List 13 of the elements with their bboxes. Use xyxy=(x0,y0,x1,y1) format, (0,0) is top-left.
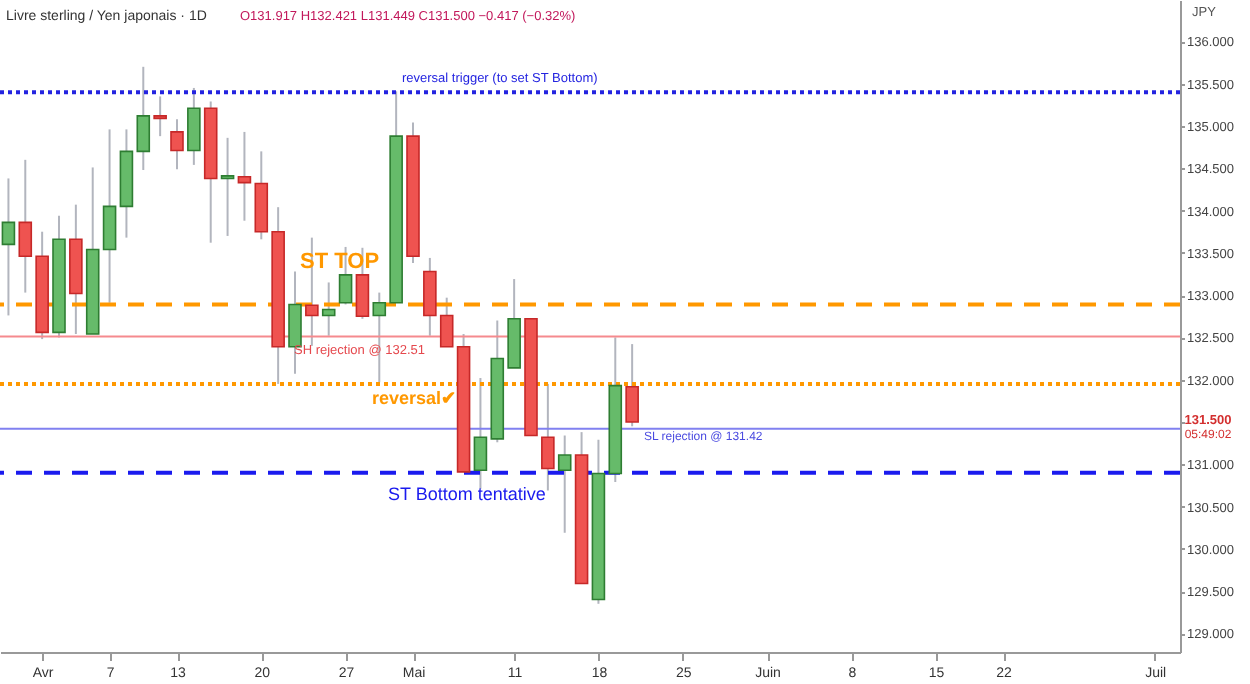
annotation: ST Bottom tentative xyxy=(388,484,546,504)
candlestick xyxy=(220,136,235,237)
annotation: ST TOP xyxy=(300,250,380,274)
candlestick xyxy=(170,118,184,171)
candlestick xyxy=(153,95,167,138)
candlestick xyxy=(625,343,639,428)
candlestick xyxy=(321,281,336,337)
candlestick xyxy=(557,434,572,534)
annotation: reversal✔ xyxy=(372,388,458,408)
candlestick xyxy=(541,382,555,492)
candlestick xyxy=(237,130,252,222)
candlestick xyxy=(1,177,16,317)
candlestick xyxy=(187,86,201,166)
